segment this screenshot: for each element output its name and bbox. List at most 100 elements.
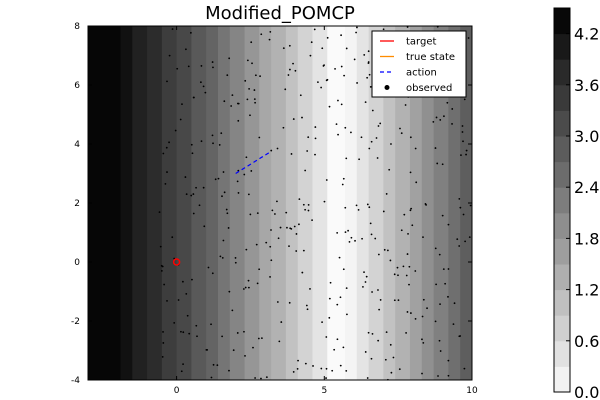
observed-point (200, 65, 203, 67)
observed-point (255, 243, 258, 246)
observed-point (379, 299, 382, 301)
observed-point (228, 290, 231, 293)
observed-point (192, 96, 195, 99)
observed-point (375, 137, 378, 139)
observed-point (360, 136, 363, 139)
observed-point (256, 212, 259, 215)
observed-point (304, 362, 307, 365)
observed-point (369, 86, 372, 88)
observed-point (228, 57, 231, 60)
observed-point (179, 118, 182, 121)
observed-point (421, 315, 424, 318)
observed-point (414, 147, 417, 150)
observed-point (254, 101, 257, 104)
colorbar-tick-label: 3.0 (574, 127, 599, 146)
heatmap-band (395, 26, 411, 380)
observed-point (409, 171, 412, 174)
observed-point (390, 143, 392, 145)
observed-point (323, 64, 325, 67)
observed-point (180, 370, 183, 373)
observed-point (259, 75, 261, 78)
observed-point (184, 176, 187, 178)
observed-point (451, 123, 453, 125)
observed-point (379, 122, 382, 125)
observed-point (409, 312, 412, 314)
observed-point (326, 78, 329, 81)
observed-point (189, 31, 192, 34)
observed-point (306, 150, 309, 152)
observed-point (302, 203, 305, 206)
observed-point (166, 299, 168, 302)
observed-point (314, 126, 317, 128)
observed-point (337, 133, 339, 136)
y-tick-label: -4 (71, 376, 80, 386)
colorbar-tick-label: 1.2 (574, 281, 599, 300)
observed-point (377, 253, 380, 256)
observed-point (366, 76, 369, 79)
observed-point (269, 276, 271, 278)
heatmap-band (433, 26, 449, 380)
observed-point (313, 28, 316, 31)
observed-point (348, 241, 351, 243)
legend-swatch (384, 85, 390, 90)
observed-point (422, 298, 425, 301)
observed-point (236, 180, 239, 183)
observed-point (219, 255, 222, 258)
observed-point (268, 38, 271, 41)
observed-point (192, 212, 195, 215)
colorbar-segment (554, 212, 570, 239)
observed-point (218, 144, 221, 146)
observed-point (314, 153, 316, 156)
observed-point (298, 198, 301, 201)
observed-point (195, 186, 197, 189)
observed-point (342, 346, 345, 349)
observed-point (288, 301, 291, 304)
observed-point (371, 109, 374, 112)
observed-point (408, 283, 410, 286)
observed-point (200, 140, 203, 143)
observed-point (400, 132, 403, 135)
observed-point (404, 104, 407, 106)
observed-point (414, 317, 417, 320)
colorbar-tick-label: 1.8 (574, 229, 599, 248)
observed-point (237, 192, 240, 194)
observed-point (293, 225, 296, 228)
observed-point (406, 253, 409, 255)
observed-point (270, 229, 272, 231)
observed-point (295, 250, 298, 252)
observed-point (280, 321, 283, 323)
colorbar-tick-label: 4.2 (574, 25, 599, 44)
heatmap-band (356, 26, 370, 380)
heatmap-band (244, 26, 260, 380)
observed-point (260, 337, 263, 340)
observed-point (282, 126, 285, 129)
observed-point (260, 377, 262, 380)
observed-point (452, 323, 455, 326)
observed-point (211, 61, 214, 63)
observed-point (251, 62, 253, 65)
observed-point (302, 249, 305, 252)
observed-point (199, 81, 202, 84)
observed-point (227, 227, 230, 229)
observed-point (192, 193, 195, 195)
observed-point (390, 371, 393, 374)
observed-point (162, 331, 164, 333)
observed-point (171, 28, 174, 30)
heatmap-band (297, 26, 313, 380)
observed-point (343, 74, 346, 77)
observed-point (245, 248, 248, 251)
observed-point (438, 253, 441, 256)
observed-point (458, 245, 461, 247)
observed-point (467, 37, 470, 39)
observed-point (397, 299, 400, 302)
observed-point (290, 153, 293, 155)
observed-point (307, 136, 310, 139)
observed-point (361, 237, 363, 240)
observed-point (458, 198, 461, 200)
observed-point (335, 123, 338, 126)
observed-point (447, 295, 449, 298)
observed-point (447, 374, 450, 377)
observed-point (434, 247, 437, 250)
observed-point (368, 73, 371, 76)
y-tick-label: -2 (71, 317, 80, 327)
